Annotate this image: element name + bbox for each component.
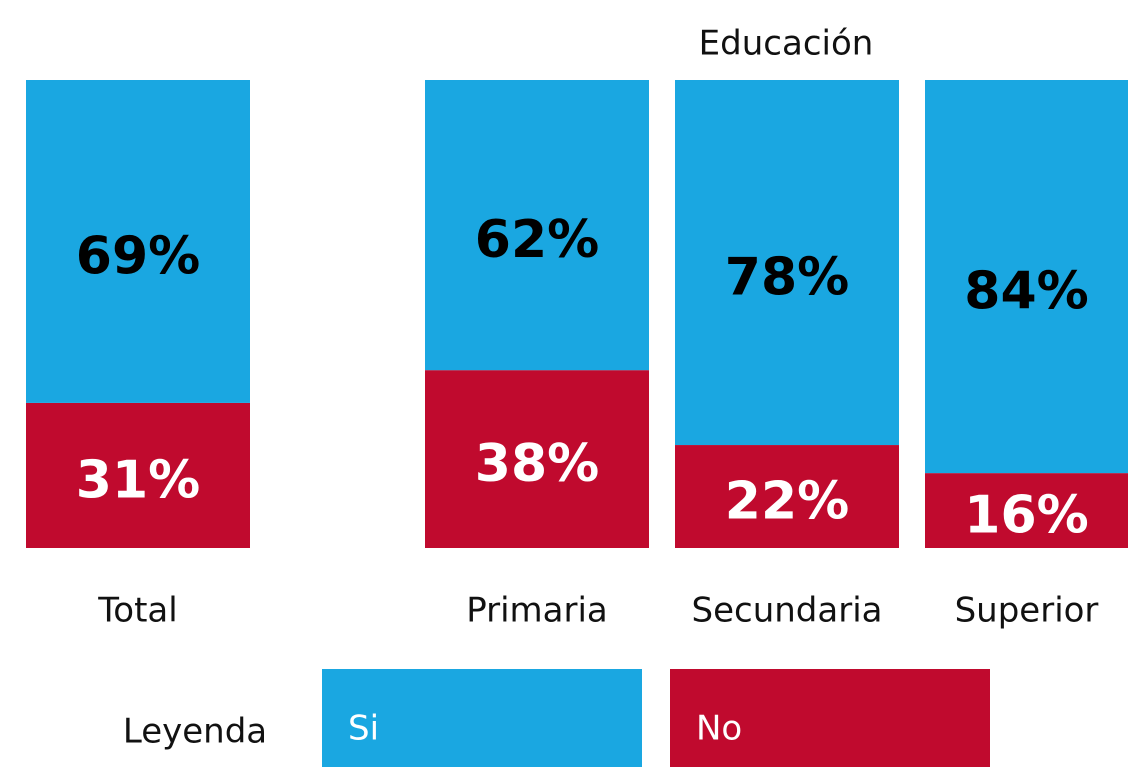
- bar-segment: [425, 80, 649, 371]
- value-label: 78%: [725, 248, 849, 308]
- legend-swatch: [670, 669, 990, 767]
- bar-segment: [26, 80, 250, 403]
- bar-segment: [925, 80, 1128, 474]
- bar-segment: [675, 80, 899, 446]
- value-label: 62%: [475, 210, 599, 270]
- legend-swatch: [322, 669, 642, 767]
- group-annotation: Educación: [699, 24, 874, 64]
- value-label: 84%: [964, 262, 1088, 322]
- legend-title: Leyenda: [123, 712, 267, 752]
- bar-segment: [425, 370, 649, 548]
- bar-segment: [26, 402, 250, 548]
- legend-label: Si: [348, 709, 379, 749]
- value-label: 38%: [475, 434, 599, 494]
- value-label: 22%: [725, 472, 849, 532]
- category-label: Primaria: [466, 591, 608, 631]
- value-label: 16%: [964, 486, 1088, 546]
- category-label: Secundaria: [692, 591, 883, 631]
- bar-segment: [925, 473, 1128, 548]
- value-label: 31%: [76, 450, 200, 510]
- bar-segment: [675, 445, 899, 548]
- category-label: Superior: [955, 591, 1099, 631]
- legend-label: No: [696, 709, 742, 749]
- category-label: Total: [97, 591, 177, 631]
- value-label: 69%: [76, 226, 200, 286]
